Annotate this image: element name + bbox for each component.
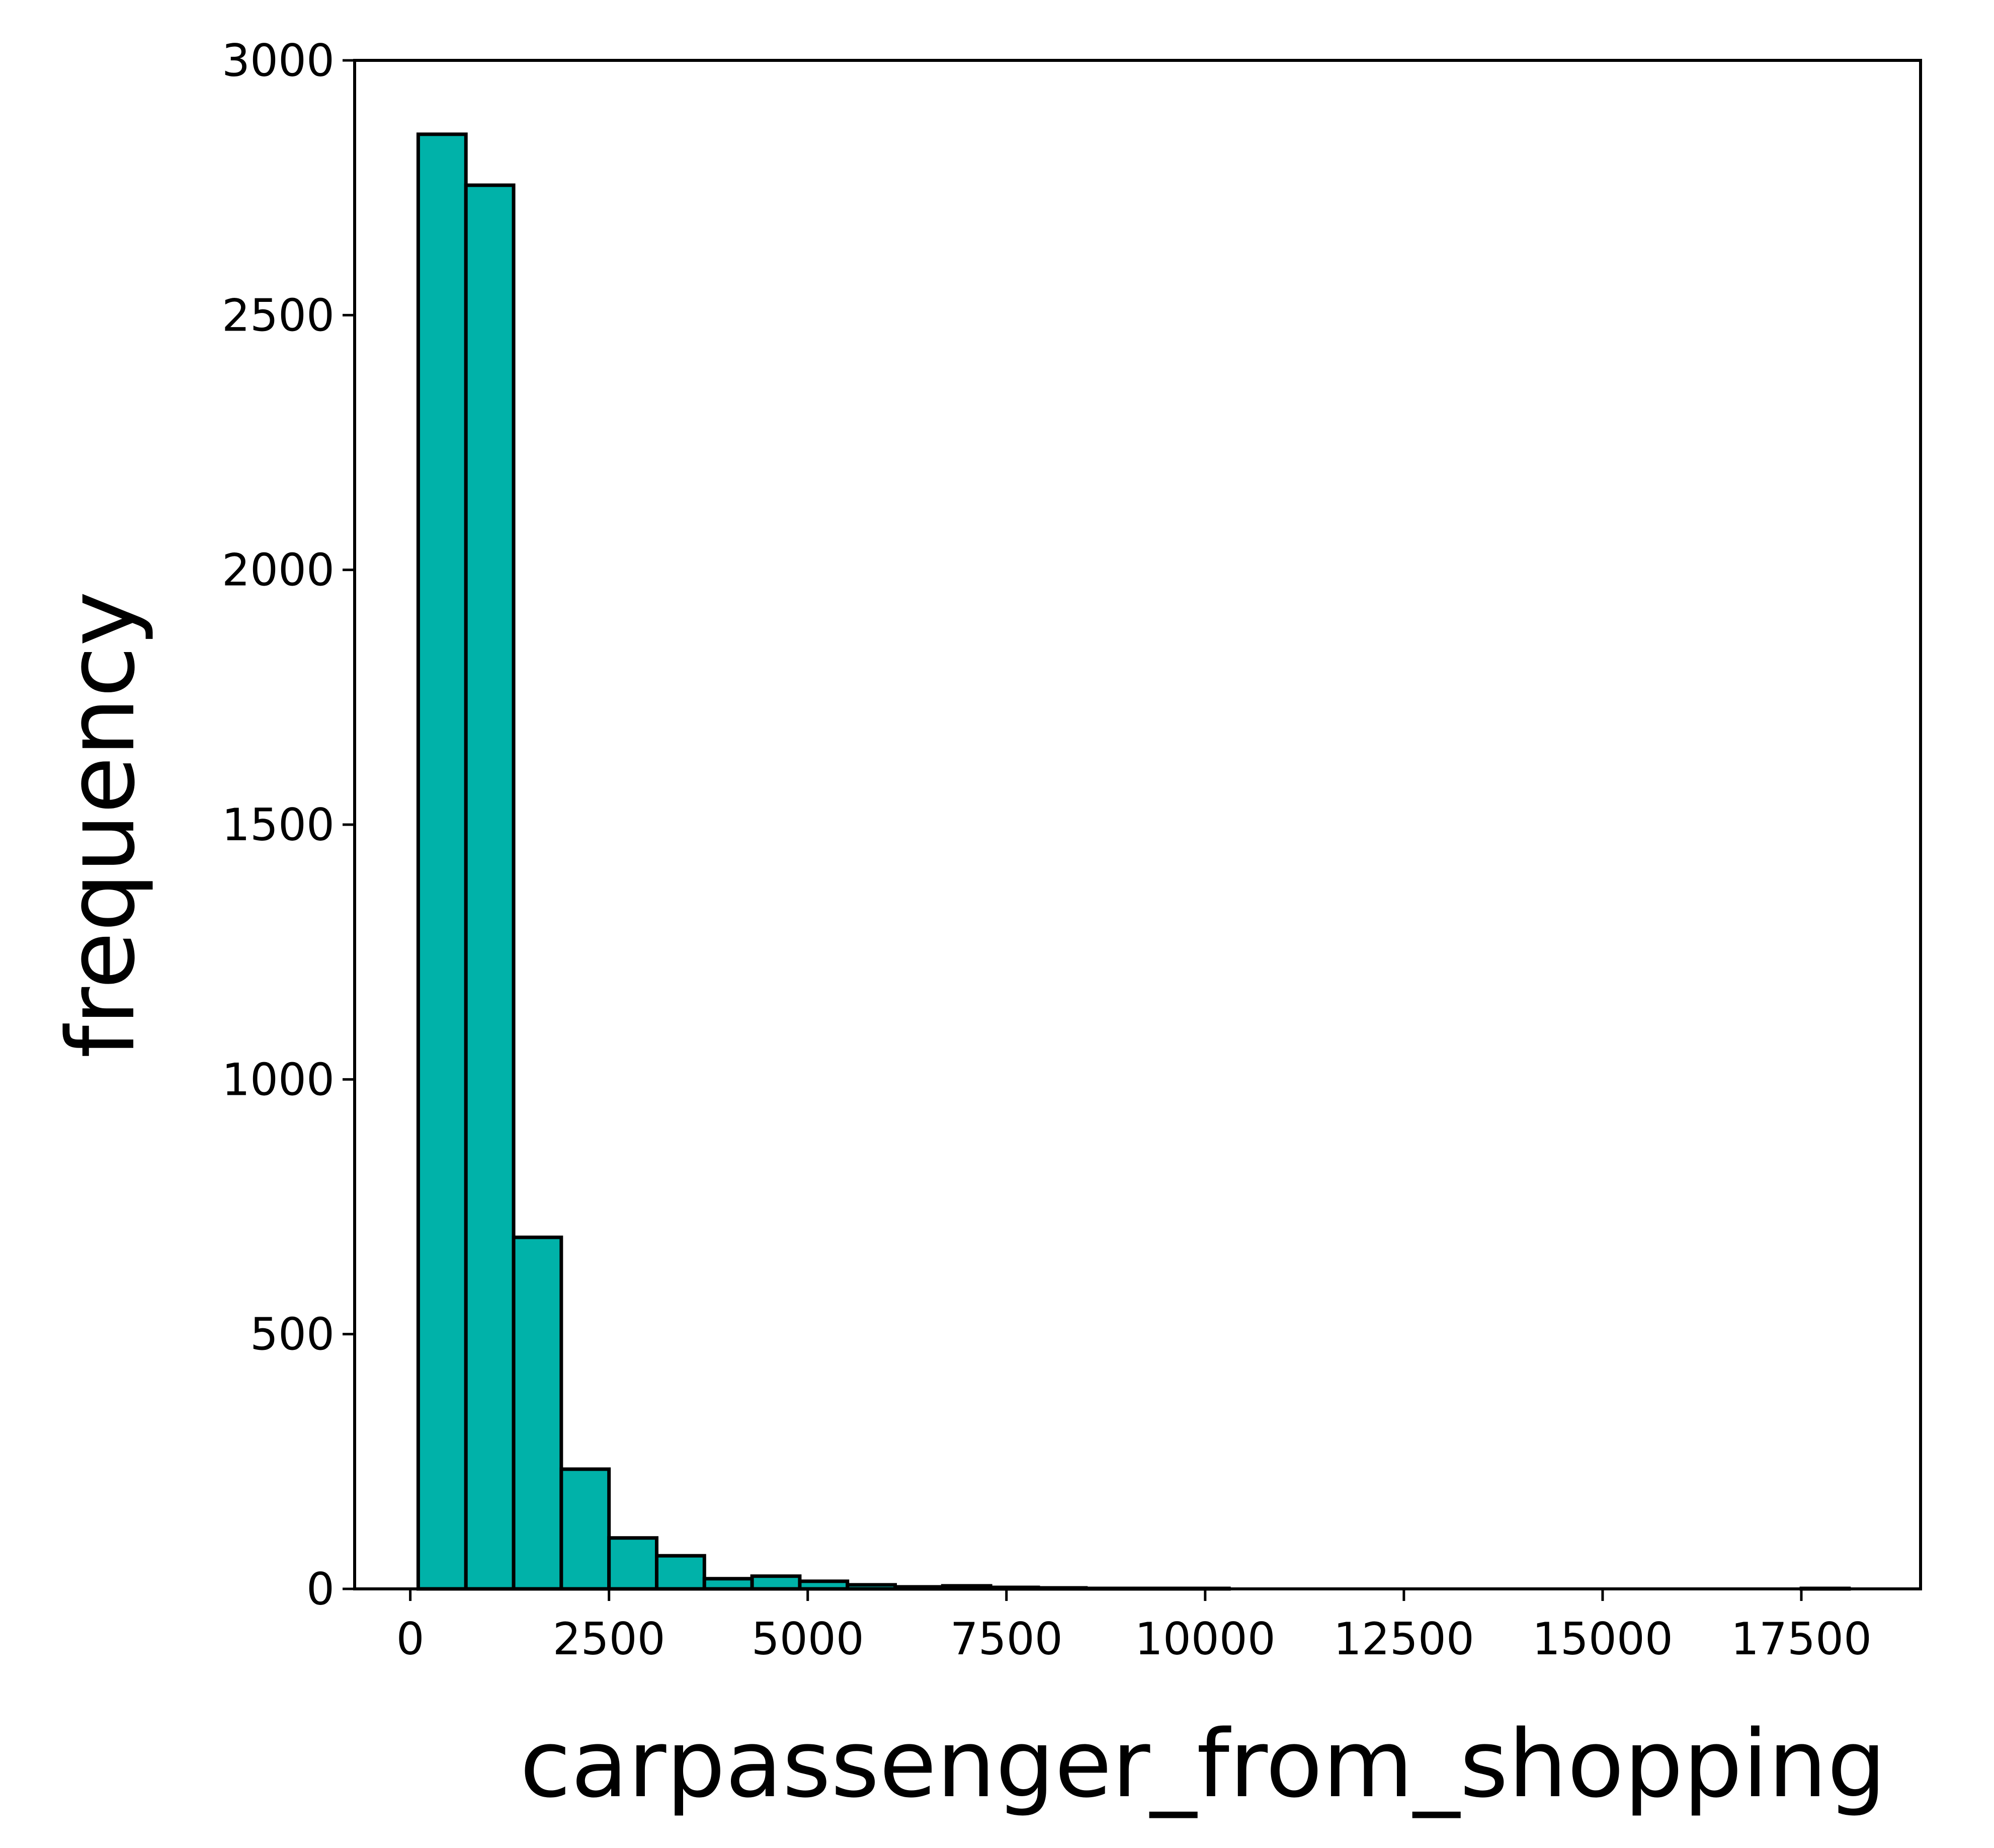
- y-tick-label: 0: [306, 1563, 335, 1615]
- y-tick-label: 2000: [222, 544, 335, 596]
- histogram-bar: [559, 1467, 611, 1591]
- histogram-bars: [416, 132, 1851, 1591]
- x-tick-label: 5000: [752, 1613, 864, 1665]
- x-tick-label: 17500: [1731, 1613, 1872, 1665]
- x-tick-label: 7500: [950, 1613, 1063, 1665]
- x-tick-label: 15000: [1532, 1613, 1673, 1665]
- y-tick-label: 500: [250, 1309, 335, 1360]
- y-axis-label: frequency: [47, 591, 155, 1058]
- x-tick-label: 0: [396, 1613, 425, 1665]
- histogram-bar: [464, 183, 516, 1591]
- y-tick-label: 1000: [222, 1054, 335, 1105]
- plot-frame: [353, 59, 1922, 1590]
- y-axis-ticks: 0 500 1000 1500 2000 2500 3000: [222, 35, 355, 1615]
- histogram-bar: [750, 1574, 802, 1591]
- histogram-bar: [512, 1235, 563, 1591]
- x-tick-label: 10000: [1135, 1613, 1276, 1665]
- histogram-bar: [416, 132, 468, 1591]
- x-tick-label: 12500: [1334, 1613, 1474, 1665]
- histogram-bar: [702, 1577, 754, 1591]
- x-tick-label: 2500: [553, 1613, 666, 1665]
- y-tick-label: 3000: [222, 35, 335, 87]
- x-axis-label: carpassenger_from_shopping: [520, 1710, 1886, 1818]
- y-tick-label: 1500: [222, 799, 335, 851]
- y-tick-label: 2500: [222, 289, 335, 341]
- histogram-bar: [654, 1554, 706, 1591]
- x-axis-ticks: 0 2500 5000 7500 10000 12500 15000 17500: [396, 1589, 1872, 1665]
- histogram-bar: [607, 1536, 658, 1591]
